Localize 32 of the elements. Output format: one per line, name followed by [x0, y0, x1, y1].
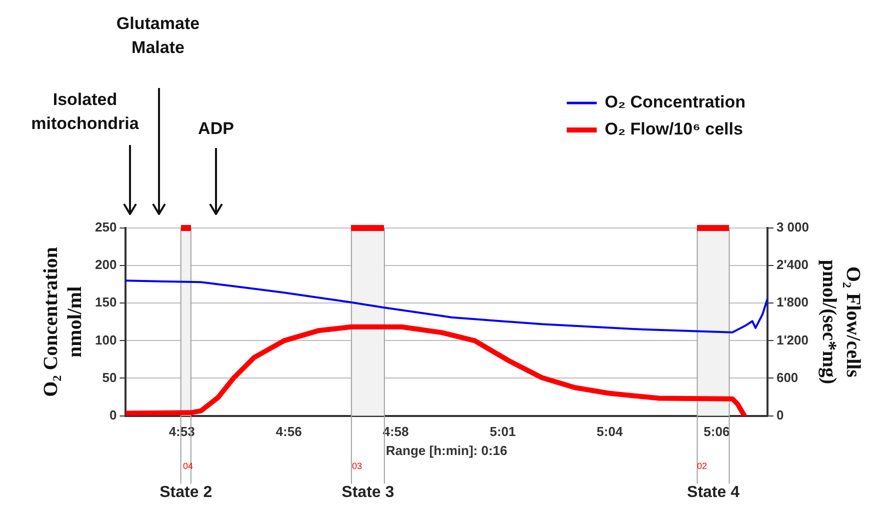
x-axis-title: Range [h:min]: 0:16 — [386, 442, 508, 458]
text: 03 — [352, 461, 362, 471]
text: Glutamate Malate — [116, 13, 200, 59]
text: 02 — [697, 461, 708, 471]
x-tick-label: 4:53 — [168, 424, 195, 440]
y-tick-label: 250 — [94, 220, 117, 235]
legend-label: O₂ Flow/10⁶ cells — [604, 120, 743, 139]
y2-tick-label: 0 — [776, 407, 784, 422]
y-axis-title: O₂ Concentration nmol/ml — [40, 246, 86, 397]
text: ADP — [198, 118, 234, 140]
x-tick-label: 5:06 — [704, 424, 730, 440]
y2-tick-label: 1'800 — [776, 294, 808, 310]
y-tick-label: 200 — [94, 257, 117, 272]
band-label: State 2 — [160, 484, 212, 502]
y-tick-label: 100 — [94, 332, 117, 348]
y2-tick-label: 2'400 — [776, 257, 808, 272]
y-tick-label: 50 — [102, 370, 117, 385]
band-label: State 3 — [342, 484, 394, 502]
y2-axis-title: O₂ Flow/cells pmol/(sec*mg) — [818, 260, 864, 384]
x-tick-label: 4:56 — [276, 424, 302, 440]
x-tick-label: 5:01 — [490, 424, 516, 440]
y2-tick-label: 3 000 — [776, 220, 810, 235]
y-tick-label: 150 — [94, 294, 117, 310]
y2-tick-label: 600 — [776, 370, 798, 385]
y-tick-label: 0 — [109, 407, 117, 422]
x-tick-label: 4:58 — [382, 424, 409, 440]
band-label: State 4 — [687, 484, 740, 502]
text: 04 — [183, 461, 194, 471]
text: Isolated mitochondria — [31, 89, 139, 135]
y2-tick-label: 1'200 — [776, 332, 808, 348]
legend-label: O₂ Concentration — [604, 92, 746, 112]
x-tick-label: 5:04 — [596, 424, 624, 440]
